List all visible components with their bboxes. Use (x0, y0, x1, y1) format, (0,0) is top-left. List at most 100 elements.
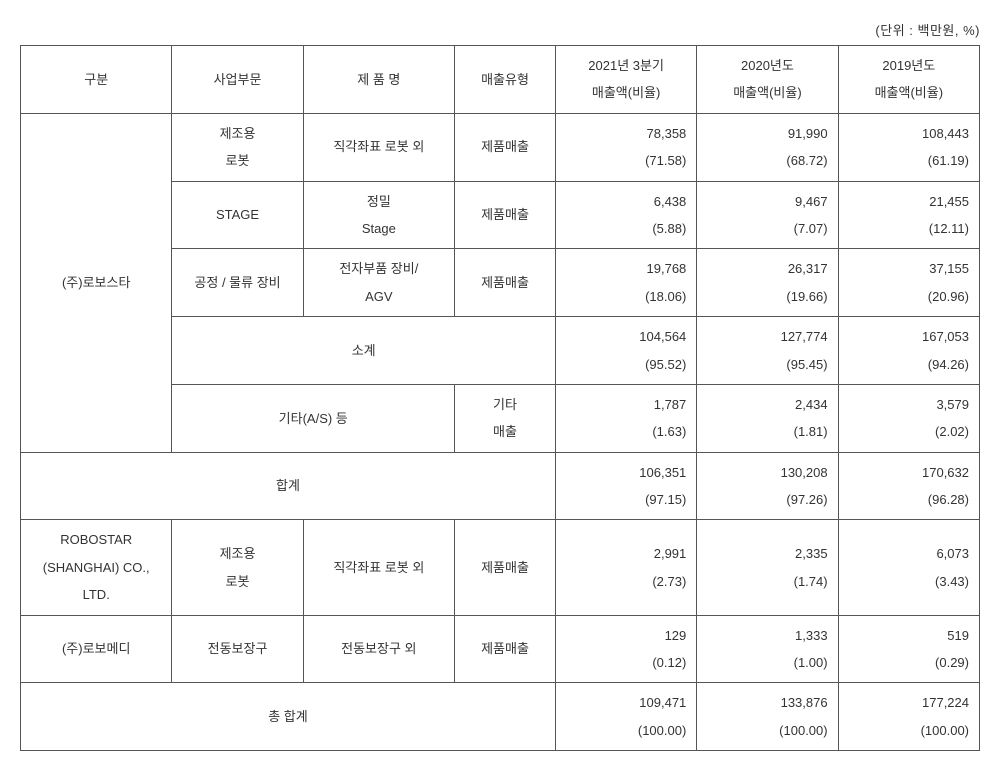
ratio: (68.72) (701, 147, 827, 174)
ratio: (96.28) (843, 486, 969, 513)
division-cell: 제조용 로봇 (172, 113, 303, 181)
company-robostar: (주)로보스타 (21, 113, 172, 452)
ratio: (18.06) (560, 283, 686, 310)
ratio: (20.96) (843, 283, 969, 310)
col-header-division: 구분 (21, 46, 172, 114)
division-cell: 전동보장구 (172, 615, 303, 683)
col-header-2021-l1: 2021년 3분기 (560, 52, 692, 79)
value-cell: 1,787 (1.63) (555, 384, 696, 452)
ratio: (71.58) (560, 147, 686, 174)
value-cell: 19,768 (18.06) (555, 249, 696, 317)
amount: 127,774 (701, 323, 827, 350)
col-header-product: 제 품 명 (303, 46, 454, 114)
value-cell: 3,579 (2.02) (838, 384, 979, 452)
other-label: 기타(A/S) 등 (172, 384, 455, 452)
col-header-2020-l2: 매출액(비율) (701, 79, 833, 106)
amount: 1,787 (560, 391, 686, 418)
amount: 170,632 (843, 459, 969, 486)
value-cell: 1,333 (1.00) (697, 615, 838, 683)
table-row: (주)로보메디 전동보장구 전동보장구 외 제품매출 129 (0.12) 1,… (21, 615, 980, 683)
cell-text: ROBOSTAR (25, 526, 167, 553)
total-row: 합계 106,351 (97.15) 130,208 (97.26) 170,6 (21, 452, 980, 520)
col-header-2021-l2: 매출액(비율) (560, 79, 692, 106)
ratio: (0.12) (560, 649, 686, 676)
cell-text: 정밀 (308, 188, 450, 215)
cell-text: 로봇 (176, 147, 298, 174)
value-cell: 2,434 (1.81) (697, 384, 838, 452)
unit-label: (단위 : 백만원, %) (20, 20, 980, 39)
value-cell: 2,991 (2.73) (555, 520, 696, 615)
value-cell: 129 (0.12) (555, 615, 696, 683)
value-cell: 6,073 (3.43) (838, 520, 979, 615)
value-cell: 78,358 (71.58) (555, 113, 696, 181)
cell-text: 제조용 (176, 120, 298, 147)
col-header-2020: 2020년도 매출액(비율) (697, 46, 838, 114)
ratio: (12.11) (843, 215, 969, 242)
amount: 106,351 (560, 459, 686, 486)
cell-text: 기타 (459, 391, 551, 418)
company-robomedi: (주)로보메디 (21, 615, 172, 683)
ratio: (1.00) (701, 649, 827, 676)
amount: 78,358 (560, 120, 686, 147)
amount: 91,990 (701, 120, 827, 147)
col-header-2020-l1: 2020년도 (701, 52, 833, 79)
type-cell: 제품매출 (455, 249, 556, 317)
cell-text: 로봇 (176, 568, 298, 595)
value-cell: 104,564 (95.52) (555, 317, 696, 385)
cell-text: 전자부품 장비/ (308, 255, 450, 282)
amount: 19,768 (560, 255, 686, 282)
value-cell: 519 (0.29) (838, 615, 979, 683)
product-cell: 직각좌표 로봇 외 (303, 520, 454, 615)
value-cell: 21,455 (12.11) (838, 181, 979, 249)
ratio: (5.88) (560, 215, 686, 242)
ratio: (94.26) (843, 351, 969, 378)
type-cell: 기타 매출 (455, 384, 556, 452)
ratio: (100.00) (701, 717, 827, 744)
ratio: (95.52) (560, 351, 686, 378)
ratio: (97.26) (701, 486, 827, 513)
amount: 9,467 (701, 188, 827, 215)
type-cell: 제품매출 (455, 181, 556, 249)
amount: 177,224 (843, 689, 969, 716)
cell-text: (SHANGHAI) CO., (25, 554, 167, 581)
cell-text: 제조용 (176, 540, 298, 567)
amount: 2,991 (560, 540, 686, 567)
cell-text: LTD. (25, 581, 167, 608)
amount: 129 (560, 622, 686, 649)
product-cell: 정밀 Stage (303, 181, 454, 249)
table-row: ROBOSTAR (SHANGHAI) CO., LTD. 제조용 로봇 직각좌… (21, 520, 980, 615)
ratio: (19.66) (701, 283, 827, 310)
value-cell: 167,053 (94.26) (838, 317, 979, 385)
amount: 21,455 (843, 188, 969, 215)
cell-text: Stage (308, 215, 450, 242)
product-cell: 전동보장구 외 (303, 615, 454, 683)
sales-table: 구분 사업부문 제 품 명 매출유형 2021년 3분기 매출액(비율) 202… (20, 45, 980, 751)
value-cell: 127,774 (95.45) (697, 317, 838, 385)
amount: 109,471 (560, 689, 686, 716)
header-row: 구분 사업부문 제 품 명 매출유형 2021년 3분기 매출액(비율) 202… (21, 46, 980, 114)
ratio: (1.81) (701, 418, 827, 445)
col-header-2021: 2021년 3분기 매출액(비율) (555, 46, 696, 114)
division-cell: 공정 / 물류 장비 (172, 249, 303, 317)
cell-text: AGV (308, 283, 450, 310)
ratio: (0.29) (843, 649, 969, 676)
ratio: (61.19) (843, 147, 969, 174)
col-header-2019: 2019년도 매출액(비율) (838, 46, 979, 114)
value-cell: 170,632 (96.28) (838, 452, 979, 520)
amount: 130,208 (701, 459, 827, 486)
amount: 2,335 (701, 540, 827, 567)
amount: 167,053 (843, 323, 969, 350)
value-cell: 9,467 (7.07) (697, 181, 838, 249)
amount: 37,155 (843, 255, 969, 282)
ratio: (2.02) (843, 418, 969, 445)
value-cell: 37,155 (20.96) (838, 249, 979, 317)
value-cell: 2,335 (1.74) (697, 520, 838, 615)
value-cell: 130,208 (97.26) (697, 452, 838, 520)
total-label: 합계 (21, 452, 556, 520)
ratio: (2.73) (560, 568, 686, 595)
value-cell: 106,351 (97.15) (555, 452, 696, 520)
value-cell: 91,990 (68.72) (697, 113, 838, 181)
ratio: (7.07) (701, 215, 827, 242)
col-header-business: 사업부문 (172, 46, 303, 114)
amount: 6,073 (843, 540, 969, 567)
